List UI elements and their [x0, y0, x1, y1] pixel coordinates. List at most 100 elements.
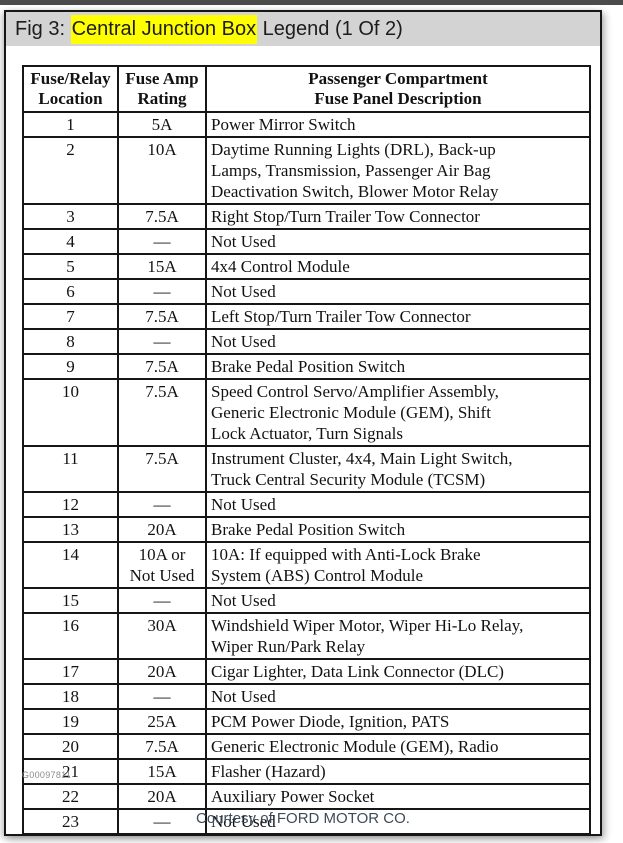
- cell-location: 21: [22, 758, 119, 785]
- fuse-table-header: Fuse/Relay Location Fuse Amp Rating Pass…: [22, 65, 591, 113]
- cell-location: 9: [22, 353, 119, 380]
- cell-location: 5: [22, 253, 119, 280]
- cell-location: 20: [22, 733, 119, 760]
- courtesy-line: Courtesy of FORD MOTOR CO.: [196, 810, 410, 827]
- header-row: Fuse/Relay Location Fuse Amp Rating Pass…: [22, 65, 591, 113]
- figure-title-prefix: Fig 3:: [15, 17, 71, 40]
- cell-rating: 7.5A: [117, 733, 207, 760]
- table-row: 8— Not Used: [22, 328, 591, 355]
- table-row: 15— Not Used: [22, 587, 591, 614]
- cell-location: 14: [22, 541, 119, 589]
- cell-description: Left Stop/Turn Trailer Tow Connector: [205, 303, 591, 330]
- fuse-legend-table: Fuse/Relay Location Fuse Amp Rating Pass…: [22, 65, 591, 835]
- cell-rating: —: [117, 228, 207, 255]
- cell-description: Daytime Running Lights (DRL), Back-up La…: [205, 136, 591, 205]
- table-row: 6— Not Used: [22, 278, 591, 305]
- cell-rating: 20A: [117, 516, 207, 543]
- cell-rating: 15A: [117, 758, 207, 785]
- cell-rating: —: [117, 808, 207, 835]
- cell-rating: 30A: [117, 612, 207, 660]
- table-row: 19 25A PCM Power Diode, Ignition, PATS: [22, 708, 591, 735]
- cell-rating: 7.5A: [117, 445, 207, 493]
- cell-rating: —: [117, 683, 207, 710]
- table-row: 21 15A Flasher (Hazard): [22, 758, 591, 785]
- cell-location: 7: [22, 303, 119, 330]
- cell-location: 22: [22, 783, 119, 810]
- table-row: 22 20A Auxiliary Power Socket: [22, 783, 591, 810]
- cell-location: 10: [22, 378, 119, 447]
- cell-description: Instrument Cluster, 4x4, Main Light Swit…: [205, 445, 591, 493]
- cell-rating: 10A: [117, 136, 207, 205]
- cell-description: Brake Pedal Position Switch: [205, 353, 591, 380]
- window-top-edge: [0, 0, 623, 5]
- cell-location: 18: [22, 683, 119, 710]
- cell-rating: 25A: [117, 708, 207, 735]
- table-row: 1 5A Power Mirror Switch: [22, 111, 591, 138]
- col-header-fuse-relay-location: Fuse/Relay Location: [22, 65, 119, 113]
- cell-rating: 20A: [117, 783, 207, 810]
- cell-rating: —: [117, 328, 207, 355]
- cell-location: 13: [22, 516, 119, 543]
- cell-description: PCM Power Diode, Ignition, PATS: [205, 708, 591, 735]
- cell-description: Not Used: [205, 491, 591, 518]
- cell-description: Auxiliary Power Socket: [205, 783, 591, 810]
- cell-description: Not Used: [205, 328, 591, 355]
- figure-title-highlight: Central Junction Box: [70, 14, 258, 44]
- cell-description: Not Used: [205, 587, 591, 614]
- cell-location: 8: [22, 328, 119, 355]
- cell-location: 11: [22, 445, 119, 493]
- cell-description: Not Used: [205, 278, 591, 305]
- cell-rating: 20A: [117, 658, 207, 685]
- table-row: 23— Not Used: [22, 808, 591, 835]
- cell-location: 6: [22, 278, 119, 305]
- table-row: 16 30A Windshield Wiper Motor, Wiper Hi-Lo…: [22, 612, 591, 660]
- table-row: 5 15A 4x4 Control Module: [22, 253, 591, 280]
- table-row: 11 7.5A Instrument Cluster, 4x4, Main Ligh…: [22, 445, 591, 493]
- cell-description: Cigar Lighter, Data Link Connector (DLC): [205, 658, 591, 685]
- cell-location: 3: [22, 203, 119, 230]
- cell-description: 4x4 Control Module: [205, 253, 591, 280]
- col-header-description: Passenger Compartment Fuse Panel Descrip…: [205, 65, 591, 113]
- cell-description: Not Used: [205, 808, 591, 835]
- col-header-fuse-amp-rating: Fuse Amp Rating: [117, 65, 207, 113]
- cell-rating: 7.5A: [117, 378, 207, 447]
- cell-location: 19: [22, 708, 119, 735]
- figure-title-bar: Fig 3: Central Junction Box Legend (1 Of…: [6, 12, 600, 46]
- cell-rating: 7.5A: [117, 353, 207, 380]
- figure-page: Fig 3: Central Junction Box Legend (1 Of…: [4, 10, 602, 836]
- fuse-table-body: 1 5A Power Mirror Switch 2 10A Daytime Runnin…: [22, 111, 591, 835]
- cell-location: 23: [22, 808, 119, 835]
- cell-rating: —: [117, 491, 207, 518]
- cell-rating: 7.5A: [117, 303, 207, 330]
- table-row: 2 10A Daytime Running Lights (DRL), Back-u…: [22, 136, 591, 205]
- cell-description: Not Used: [205, 228, 591, 255]
- figure-code: G00097811: [22, 770, 72, 780]
- table-row: 9 7.5A Brake Pedal Position Switch: [22, 353, 591, 380]
- cell-description: Not Used: [205, 683, 591, 710]
- cell-description: Brake Pedal Position Switch: [205, 516, 591, 543]
- table-row: 10 7.5A Speed Control Servo/Amplifier Asse…: [22, 378, 591, 447]
- figure-title-suffix: Legend (1 Of 2): [257, 17, 403, 40]
- cell-description: Power Mirror Switch: [205, 111, 591, 138]
- cell-location: 4: [22, 228, 119, 255]
- table-row: 14 10A or Not Used 10A: If equipped with A…: [22, 541, 591, 589]
- cell-rating: 7.5A: [117, 203, 207, 230]
- cell-location: 15: [22, 587, 119, 614]
- cell-rating: 5A: [117, 111, 207, 138]
- table-row: 3 7.5A Right Stop/Turn Trailer Tow Connect…: [22, 203, 591, 230]
- table-row: 17 20A Cigar Lighter, Data Link Connector …: [22, 658, 591, 685]
- cell-description: Right Stop/Turn Trailer Tow Connector: [205, 203, 591, 230]
- cell-description: Windshield Wiper Motor, Wiper Hi-Lo Rela…: [205, 612, 591, 660]
- cell-location: 17: [22, 658, 119, 685]
- cell-description: 10A: If equipped with Anti-Lock Brake Sy…: [205, 541, 591, 589]
- table-row: 4— Not Used: [22, 228, 591, 255]
- table-row: 12— Not Used: [22, 491, 591, 518]
- cell-location: 1: [22, 111, 119, 138]
- table-row: 7 7.5A Left Stop/Turn Trailer Tow Connecto…: [22, 303, 591, 330]
- cell-description: Speed Control Servo/Amplifier Assembly, …: [205, 378, 591, 447]
- cell-rating: 15A: [117, 253, 207, 280]
- cell-rating: —: [117, 587, 207, 614]
- cell-location: 16: [22, 612, 119, 660]
- cell-location: 12: [22, 491, 119, 518]
- table-row: 18— Not Used: [22, 683, 591, 710]
